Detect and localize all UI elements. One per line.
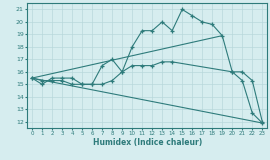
X-axis label: Humidex (Indice chaleur): Humidex (Indice chaleur) (93, 138, 202, 147)
